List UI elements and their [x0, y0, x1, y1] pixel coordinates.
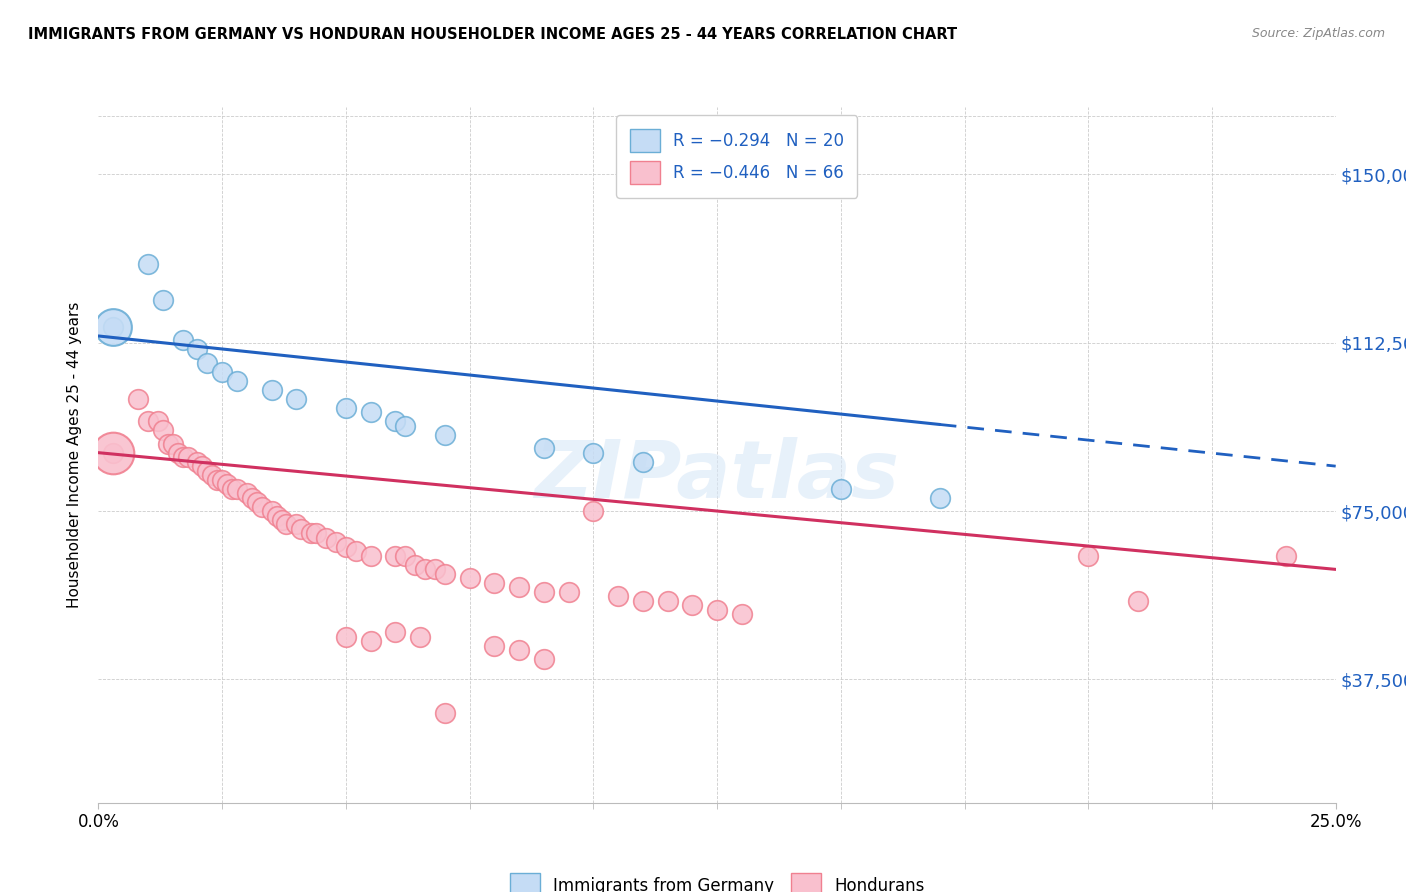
Point	[226, 482, 249, 496]
Point	[226, 374, 249, 388]
Point	[409, 630, 432, 644]
Point	[360, 405, 382, 419]
Point	[195, 356, 218, 370]
Point	[335, 630, 357, 644]
Point	[533, 584, 555, 599]
Point	[276, 517, 298, 532]
Point	[186, 455, 208, 469]
Point	[394, 418, 416, 433]
Point	[162, 436, 184, 450]
Point	[299, 526, 322, 541]
Point	[250, 500, 273, 514]
Text: IMMIGRANTS FROM GERMANY VS HONDURAN HOUSEHOLDER INCOME AGES 25 - 44 YEARS CORREL: IMMIGRANTS FROM GERMANY VS HONDURAN HOUS…	[28, 27, 957, 42]
Point	[413, 562, 436, 576]
Point	[681, 599, 703, 613]
Point	[285, 517, 308, 532]
Point	[657, 594, 679, 608]
Point	[146, 414, 169, 428]
Point	[260, 383, 283, 397]
Y-axis label: Householder Income Ages 25 - 44 years: Householder Income Ages 25 - 44 years	[67, 301, 83, 608]
Point	[211, 365, 233, 379]
Point	[1077, 549, 1099, 563]
Point	[152, 423, 174, 437]
Point	[205, 473, 228, 487]
Point	[433, 427, 456, 442]
Point	[1126, 594, 1149, 608]
Point	[360, 634, 382, 648]
Point	[533, 652, 555, 666]
Point	[928, 491, 950, 505]
Point	[607, 590, 630, 604]
Point	[384, 549, 406, 563]
Point	[201, 468, 224, 483]
Point	[260, 504, 283, 518]
Point	[706, 603, 728, 617]
Point	[166, 445, 188, 459]
Point	[103, 445, 125, 459]
Point	[240, 491, 263, 505]
Point	[484, 639, 506, 653]
Point	[533, 441, 555, 455]
Point	[176, 450, 198, 465]
Legend: Immigrants from Germany, Hondurans: Immigrants from Germany, Hondurans	[503, 867, 931, 892]
Point	[217, 477, 239, 491]
Point	[195, 464, 218, 478]
Point	[484, 575, 506, 590]
Point	[384, 625, 406, 640]
Point	[136, 414, 159, 428]
Point	[582, 445, 605, 459]
Point	[1275, 549, 1298, 563]
Point	[305, 526, 328, 541]
Point	[152, 293, 174, 307]
Point	[136, 257, 159, 271]
Point	[191, 459, 214, 474]
Point	[335, 540, 357, 554]
Point	[404, 558, 426, 572]
Point	[508, 580, 530, 594]
Point	[731, 607, 754, 622]
Point	[344, 544, 367, 558]
Point	[290, 522, 312, 536]
Point	[103, 445, 125, 459]
Point	[246, 495, 269, 509]
Point	[325, 535, 347, 549]
Point	[127, 392, 149, 406]
Point	[285, 392, 308, 406]
Point	[458, 571, 481, 585]
Point	[156, 436, 179, 450]
Point	[221, 482, 243, 496]
Point	[508, 643, 530, 657]
Point	[631, 594, 654, 608]
Point	[360, 549, 382, 563]
Point	[423, 562, 446, 576]
Point	[557, 584, 579, 599]
Point	[335, 401, 357, 415]
Point	[186, 343, 208, 357]
Point	[172, 450, 194, 465]
Point	[266, 508, 288, 523]
Point	[270, 513, 292, 527]
Text: Source: ZipAtlas.com: Source: ZipAtlas.com	[1251, 27, 1385, 40]
Point	[433, 566, 456, 581]
Point	[394, 549, 416, 563]
Point	[582, 504, 605, 518]
Point	[315, 531, 337, 545]
Point	[211, 473, 233, 487]
Text: ZIPatlas: ZIPatlas	[534, 437, 900, 515]
Point	[830, 482, 852, 496]
Point	[631, 455, 654, 469]
Point	[433, 706, 456, 720]
Point	[103, 320, 125, 334]
Point	[172, 334, 194, 348]
Point	[103, 320, 125, 334]
Point	[236, 486, 259, 500]
Point	[384, 414, 406, 428]
